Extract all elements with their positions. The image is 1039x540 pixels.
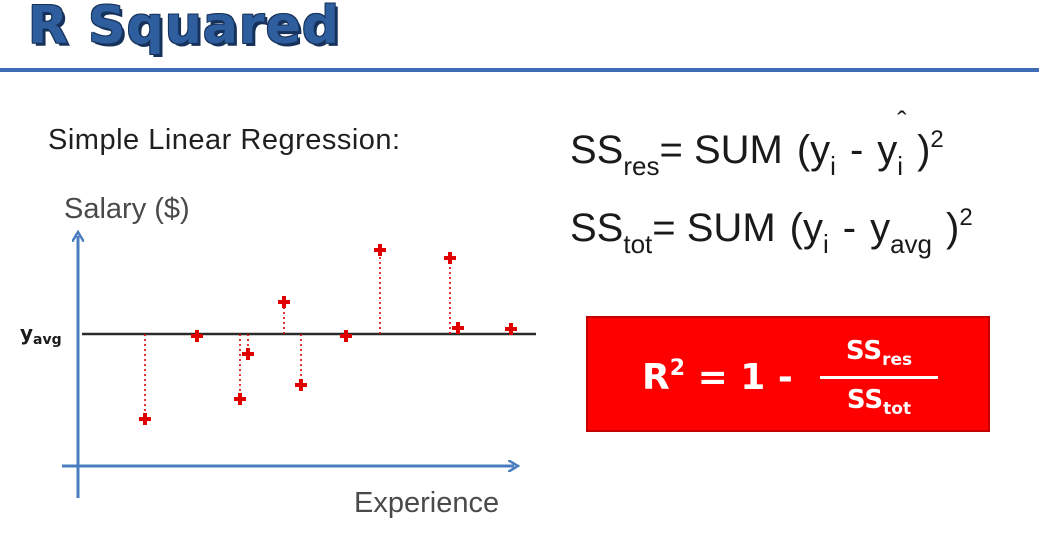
subtitle: Simple Linear Regression: — [48, 124, 401, 156]
average-line-label: yavg — [20, 321, 62, 348]
data-point — [278, 296, 290, 308]
page-title: R Squared — [28, 0, 341, 56]
r-squared-fraction: SSres SStot — [820, 336, 938, 419]
r-squared-lhs: R2 = 1 - — [642, 356, 793, 398]
y-axis-label: Salary ($) — [64, 193, 190, 225]
data-point — [295, 379, 307, 391]
ss-tot-formula: SStot= SUM (yi - yavg)2 — [570, 204, 973, 259]
data-point — [242, 348, 254, 360]
data-points — [139, 244, 517, 425]
data-point — [452, 322, 464, 334]
fraction-numerator: SSres — [845, 336, 913, 370]
title-underline — [0, 68, 1039, 72]
ss-res-formula: SSres= SUM (yi - y ˆ i)2 — [570, 106, 944, 181]
data-point — [340, 330, 352, 342]
x-axis-label: Experience — [354, 487, 499, 519]
data-point — [444, 252, 456, 264]
r-squared-formula-box: R2 = 1 - SSres SStot — [586, 316, 990, 432]
fraction-bar — [820, 376, 938, 379]
data-point — [139, 413, 151, 425]
regression-graph: Salary ($) Experience yavg — [20, 193, 536, 519]
data-point — [234, 393, 246, 405]
data-point — [374, 244, 386, 256]
data-point — [191, 330, 203, 342]
data-point — [505, 323, 517, 335]
fraction-denominator: SStot — [846, 385, 912, 419]
